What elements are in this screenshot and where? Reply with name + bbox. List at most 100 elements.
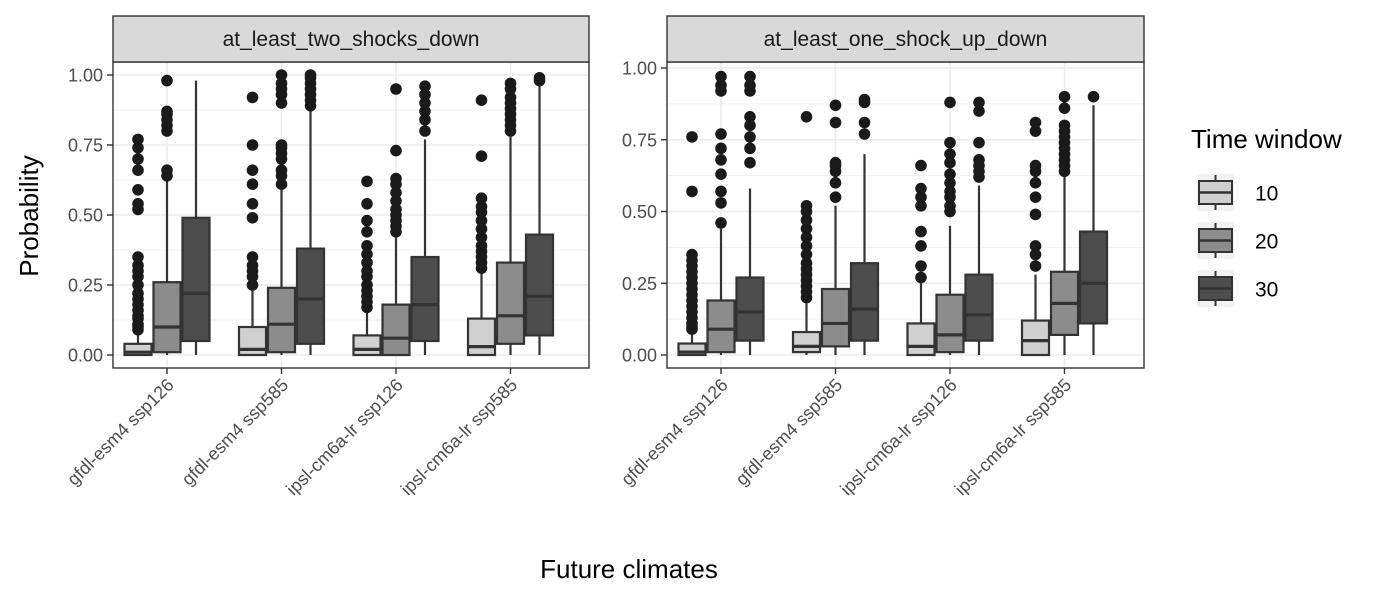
strip-background	[112, 15, 590, 63]
outlier-point	[1029, 191, 1042, 203]
box-body	[495, 261, 526, 345]
outlier-point	[944, 148, 956, 160]
box-gfdl-esm4-ssp585-10	[237, 91, 268, 357]
outlier-point	[715, 128, 727, 140]
box-gfdl-esm4-ssp126-20	[706, 70, 736, 355]
outlier-point	[1087, 90, 1100, 103]
outlier-point	[390, 203, 402, 216]
outlier-point	[800, 222, 813, 235]
outlier-point	[744, 142, 756, 155]
outlier-point	[915, 199, 927, 212]
panel-2: at_least_one_shock_up_down 0.00 0.25 0.50 0.…	[617, 15, 1145, 499]
box-ipsl-cm6a-lr-ssp126-10	[906, 159, 936, 357]
outlier-point	[744, 79, 756, 92]
legend: Time window 10 20 30	[1191, 124, 1342, 307]
box-body	[906, 322, 936, 357]
outlier-point	[915, 240, 927, 252]
box-body	[849, 262, 880, 342]
outlier-point	[800, 240, 813, 252]
outlier-point	[944, 156, 956, 169]
box-body	[295, 247, 326, 345]
outlier-point	[944, 136, 956, 149]
outlier-point	[132, 184, 144, 196]
box-body	[1078, 230, 1109, 325]
outlier-point	[800, 257, 813, 269]
outlier-point	[973, 105, 985, 117]
outlier-point	[161, 164, 173, 176]
outlier-point	[829, 156, 842, 169]
box-body	[381, 303, 411, 357]
outlier-point	[419, 105, 431, 118]
y-tick-label: 0.75	[68, 136, 103, 156]
outlier-point	[390, 195, 402, 207]
outlier-point	[1058, 102, 1071, 114]
outlier-point	[419, 88, 431, 101]
box-body	[735, 276, 765, 342]
outlier-point	[715, 70, 727, 83]
legend-item-30: 30	[1197, 270, 1278, 307]
outlier-point	[361, 198, 373, 210]
outlier-point	[275, 164, 288, 176]
y-tick-label: 0.00	[68, 346, 103, 366]
outlier-point	[390, 83, 402, 95]
outlier-point	[915, 191, 927, 203]
outlier-point	[744, 156, 756, 169]
box-gfdl-esm4-ssp585-10	[791, 110, 822, 355]
strip-title: at_least_one_shock_up_down	[764, 28, 1048, 51]
box-gfdl-esm4-ssp585-30	[295, 69, 326, 355]
outlier-point	[132, 259, 144, 272]
box-ipsl-cm6a-lr-ssp126-20	[935, 96, 965, 355]
panel-1: at_least_two_shocks_down 0.00 0.25 0.50 0.75…	[63, 15, 590, 499]
y-tick-label: 0.50	[622, 202, 657, 222]
legend-label: 20	[1255, 231, 1278, 254]
box-body	[410, 255, 440, 343]
outlier-point	[132, 142, 144, 154]
outlier-point	[275, 139, 288, 151]
y-tick-label: 1.00	[68, 66, 103, 86]
x-tick-label: gfdl-esm4 ssp126	[63, 375, 178, 490]
outlier-point	[744, 119, 756, 132]
box-gfdl-esm4-ssp585-20	[820, 99, 851, 355]
outlier-point	[1058, 90, 1071, 103]
outlier-point	[475, 240, 488, 252]
box-body	[935, 293, 965, 354]
box-ipsl-cm6a-lr-ssp585-30	[524, 72, 555, 355]
outlier-point	[361, 279, 373, 291]
outlier-point	[1029, 208, 1042, 221]
outlier-point	[132, 198, 144, 210]
box-gfdl-esm4-ssp126-10	[123, 133, 153, 357]
outlier-point	[944, 96, 956, 109]
legend-item-20: 20	[1197, 222, 1278, 259]
outlier-point	[246, 164, 259, 176]
outlier-point	[973, 136, 985, 149]
box-ipsl-cm6a-lr-ssp585-10	[466, 94, 497, 357]
box-ipsl-cm6a-lr-ssp585-30	[1078, 90, 1109, 355]
x-axis-title: Future climates	[540, 554, 718, 584]
outlier-point	[800, 110, 813, 123]
outlier-point	[944, 168, 956, 180]
outlier-point	[858, 93, 871, 106]
x-tick-label: ipsl-cm6a-lr ssp126	[836, 375, 960, 499]
outlier-point	[829, 99, 842, 112]
outlier-point	[944, 177, 956, 189]
outlier-point	[246, 178, 259, 190]
outlier-point	[915, 260, 927, 272]
outlier-point	[361, 175, 373, 188]
panels: at_least_two_shocks_down 0.00 0.25 0.50 0.75…	[63, 15, 1145, 499]
outlier-point	[275, 97, 288, 109]
outlier-point	[275, 77, 288, 90]
outlier-point	[475, 94, 488, 106]
outlier-point	[504, 91, 517, 104]
outlier-point	[132, 164, 144, 176]
outlier-point	[475, 150, 488, 162]
outlier-point	[533, 72, 546, 84]
outlier-point	[800, 199, 813, 212]
y-tick-label: 0.50	[68, 206, 103, 226]
outlier-point	[132, 133, 144, 146]
outlier-point	[715, 197, 727, 209]
outlier-point	[829, 191, 842, 203]
outlier-point	[504, 77, 517, 90]
box-ipsl-cm6a-lr-ssp126-30	[964, 96, 994, 355]
